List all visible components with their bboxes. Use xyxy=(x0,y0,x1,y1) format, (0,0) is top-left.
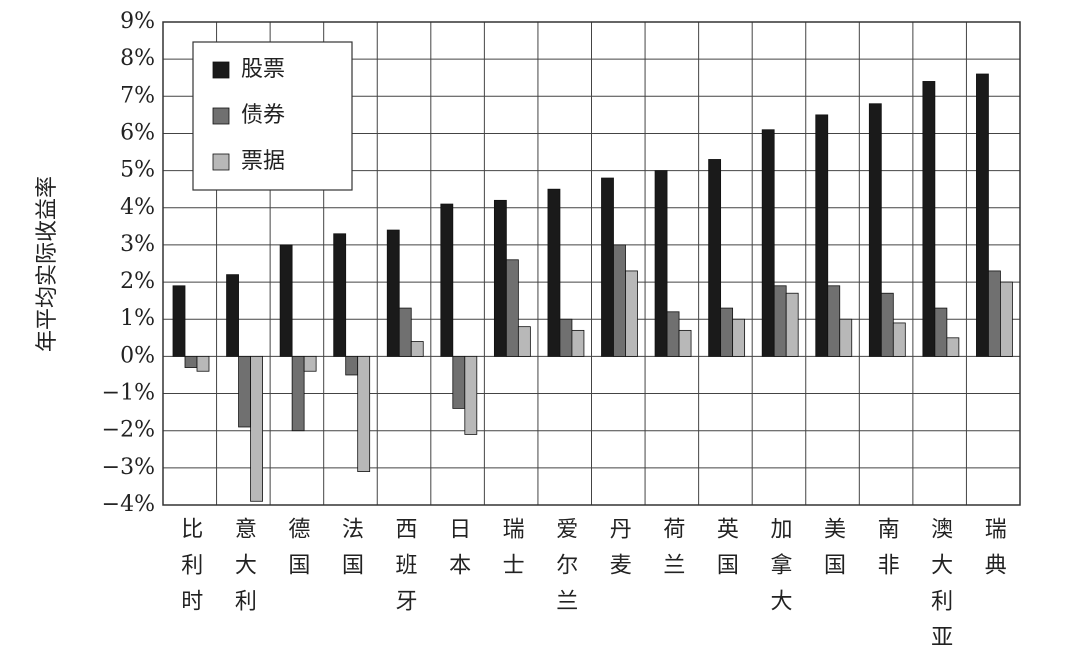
bar xyxy=(946,337,960,357)
bar xyxy=(773,285,787,357)
plot-frame xyxy=(162,21,1021,506)
y-tick-label: 9% xyxy=(120,9,155,34)
bar xyxy=(922,81,936,357)
bar xyxy=(625,270,638,357)
x-tick-label: 意大利 xyxy=(231,517,257,625)
bar xyxy=(238,355,251,428)
y-tick-label: 0% xyxy=(120,343,155,368)
x-tick-label: 澳大利亚 xyxy=(927,517,953,650)
bar xyxy=(571,329,585,357)
bar xyxy=(559,318,573,357)
y-tick-label: −3% xyxy=(102,455,155,480)
bar xyxy=(880,292,894,357)
x-tick-label: 加拿大 xyxy=(766,517,792,625)
bar xyxy=(934,307,948,357)
bar xyxy=(839,318,853,357)
bar xyxy=(172,285,186,357)
legend-swatch xyxy=(212,107,230,125)
x-tick-label: 丹麦 xyxy=(606,517,632,589)
bar xyxy=(666,311,680,357)
x-tick-label: 南非 xyxy=(874,517,899,589)
x-tick-label: 瑞士 xyxy=(499,517,525,589)
y-tick-label: 7% xyxy=(120,83,155,108)
x-tick-label: 德国 xyxy=(284,517,310,589)
x-tick-label: 西班牙 xyxy=(392,517,418,625)
bar xyxy=(398,307,412,357)
bar xyxy=(357,355,371,472)
x-tick-label: 爱尔兰 xyxy=(552,517,578,625)
bar xyxy=(250,355,263,502)
bar xyxy=(732,318,746,357)
legend-swatch xyxy=(212,61,230,79)
bar xyxy=(464,355,478,435)
bar xyxy=(333,233,347,357)
bar xyxy=(678,329,692,357)
bar xyxy=(785,292,799,357)
bar xyxy=(226,274,239,357)
bar xyxy=(303,355,317,372)
x-tick-label: 荷兰 xyxy=(659,517,685,589)
y-tick-label: 8% xyxy=(120,46,155,71)
bar xyxy=(291,355,305,432)
bar xyxy=(345,355,359,376)
y-tick-label: 6% xyxy=(120,120,155,145)
bar xyxy=(452,355,466,409)
bar xyxy=(517,326,531,357)
bar xyxy=(976,73,989,357)
y-tick-label: −1% xyxy=(102,381,155,406)
bar xyxy=(1000,281,1013,357)
legend-swatch xyxy=(212,153,230,171)
bar xyxy=(708,159,722,357)
bar xyxy=(868,103,882,357)
bar xyxy=(613,244,626,357)
legend-label: 债券 xyxy=(241,103,285,128)
x-tick-label: 日本 xyxy=(445,517,471,589)
y-axis-label: 年平均实际收益率 xyxy=(35,176,60,352)
bar xyxy=(184,355,198,368)
y-tick-label: 5% xyxy=(120,158,155,183)
bar xyxy=(601,177,614,357)
bar xyxy=(761,129,775,357)
bar xyxy=(493,199,507,357)
x-tick-label: 比利时 xyxy=(177,517,203,625)
y-tick-label: −4% xyxy=(102,492,155,517)
bar xyxy=(720,307,734,357)
bar xyxy=(815,114,829,357)
legend-label: 股票 xyxy=(241,57,285,82)
bar xyxy=(827,285,841,357)
bar xyxy=(386,229,400,357)
legend-label: 票据 xyxy=(241,149,285,174)
bar xyxy=(196,355,210,372)
bar xyxy=(440,203,454,357)
y-tick-label: 1% xyxy=(120,306,155,331)
x-tick-label: 瑞典 xyxy=(981,517,1007,589)
y-tick-label: 3% xyxy=(120,232,155,257)
y-tick-label: −2% xyxy=(102,418,155,443)
x-tick-label: 美国 xyxy=(820,517,846,589)
bar xyxy=(279,244,293,357)
bar xyxy=(547,188,561,357)
bar xyxy=(892,322,906,357)
x-tick-label: 英国 xyxy=(713,517,739,589)
bar xyxy=(654,170,668,357)
bar xyxy=(988,270,1001,357)
bar xyxy=(410,341,424,357)
y-tick-label: 2% xyxy=(120,269,155,294)
bar xyxy=(505,259,519,357)
y-tick-label: 4% xyxy=(120,195,155,220)
x-tick-label: 法国 xyxy=(338,517,364,589)
